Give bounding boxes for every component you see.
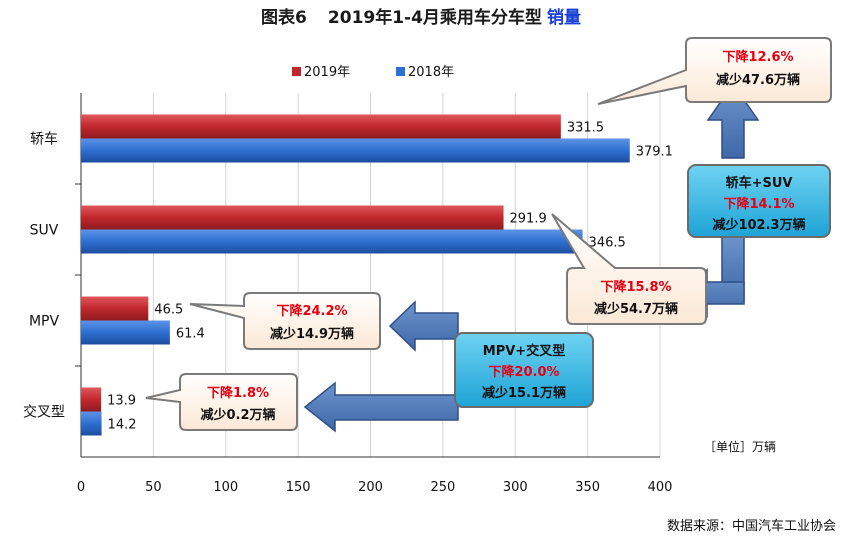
x-tick-label: 50 [145,480,162,495]
callout-mpv-decrease: 减少14.9万辆 [270,326,354,342]
callout-crossover-drop: 下降1.8% [207,385,269,401]
group-mpv-crossover-header: MPV+交叉型 [483,343,565,359]
bar-2019 [81,387,102,412]
category-label: SUV [30,223,59,239]
bar-2019 [81,114,561,139]
group-sedan-suv-header: 轿车+SUV [726,175,793,191]
group-mpv-crossover-drop: 下降20.0% [488,364,559,380]
x-tick-label: 250 [430,480,455,495]
group-mpv-crossover-decrease: 减少15.1万辆 [482,385,566,401]
bars [81,114,630,436]
unit-label: ［单位］万辆 [704,439,776,454]
x-tick-label: 400 [648,480,673,495]
legend-swatch-2018 [396,67,405,76]
callout-mpv-drop: 下降24.2% [276,303,347,319]
data-labels: 331.5 379.1 291.9 346.5 46.5 61.4 13.9 14.2 [107,121,673,433]
bar-2018 [81,138,630,163]
bar-value-label: 331.5 [567,121,604,136]
callout-suv-decrease: 减少54.7万辆 [594,301,678,317]
callout-suv-drop: 下降15.8% [600,279,671,295]
source-note: 数据来源：中国汽车工业协会 [667,518,836,534]
callout-crossover: 下降1.8% 减少0.2万辆 [145,373,298,431]
arrow-left-mpv [388,300,459,352]
bar-value-label: 61.4 [176,327,205,342]
legend-label-2019: 2019年 [304,65,350,80]
bar-value-label: 13.9 [107,394,136,409]
group-sedan-suv-decrease: 减少102.3万辆 [712,217,805,233]
x-tick-label: 350 [575,480,600,495]
x-tick-label: 200 [358,480,383,495]
legend-label-2018: 2018年 [408,65,454,80]
bar-2018 [81,411,102,436]
category-label: 交叉型 [23,404,65,421]
callout-crossover-decrease: 减少0.2万辆 [200,407,275,423]
category-labels: 轿车 SUV MPV 交叉型 [23,131,65,421]
bar-value-label: 14.2 [108,418,137,433]
bar-value-label: 46.5 [154,303,183,318]
category-label: 轿车 [30,131,58,148]
group-box-mpv-crossover: MPV+交叉型 下降20.0% 减少15.1万辆 [454,332,594,408]
category-label: MPV [29,314,60,330]
bar-2018 [81,229,583,254]
bar-value-label: 379.1 [636,145,673,160]
x-tick-label: 150 [286,480,311,495]
callout-sedan-drop: 下降12.6% [722,49,793,65]
callout-suv: 下降15.8% 减少54.7万辆 [551,213,707,325]
arrow-left-crossover [303,381,459,433]
bar-2019 [81,205,504,230]
bar-value-label: 346.5 [589,236,626,251]
callout-sedan-decrease: 减少47.6万辆 [716,72,800,88]
x-tick-label: 0 [77,480,85,495]
x-axis-ticks: 0 50 100 150 200 250 300 350 400 [77,480,673,495]
callout-mpv: 下降24.2% 减少14.9万辆 [189,292,381,350]
chart-title: 图表6 2019年1-4月乘用车分车型 销量 [261,7,581,28]
callout-sedan: 下降12.6% 减少47.6万辆 [597,37,832,105]
group-box-sedan-suv: 轿车+SUV 下降14.1% 减少102.3万辆 [687,164,831,238]
x-tick-label: 300 [503,480,528,495]
legend: 2019年 2018年 [292,65,454,80]
x-tick-label: 100 [213,480,238,495]
group-sedan-suv-drop: 下降14.1% [723,196,794,212]
bar-value-label: 291.9 [510,212,547,227]
bar-2019 [81,296,149,321]
legend-swatch-2019 [292,67,301,76]
bar-2018 [81,320,170,345]
